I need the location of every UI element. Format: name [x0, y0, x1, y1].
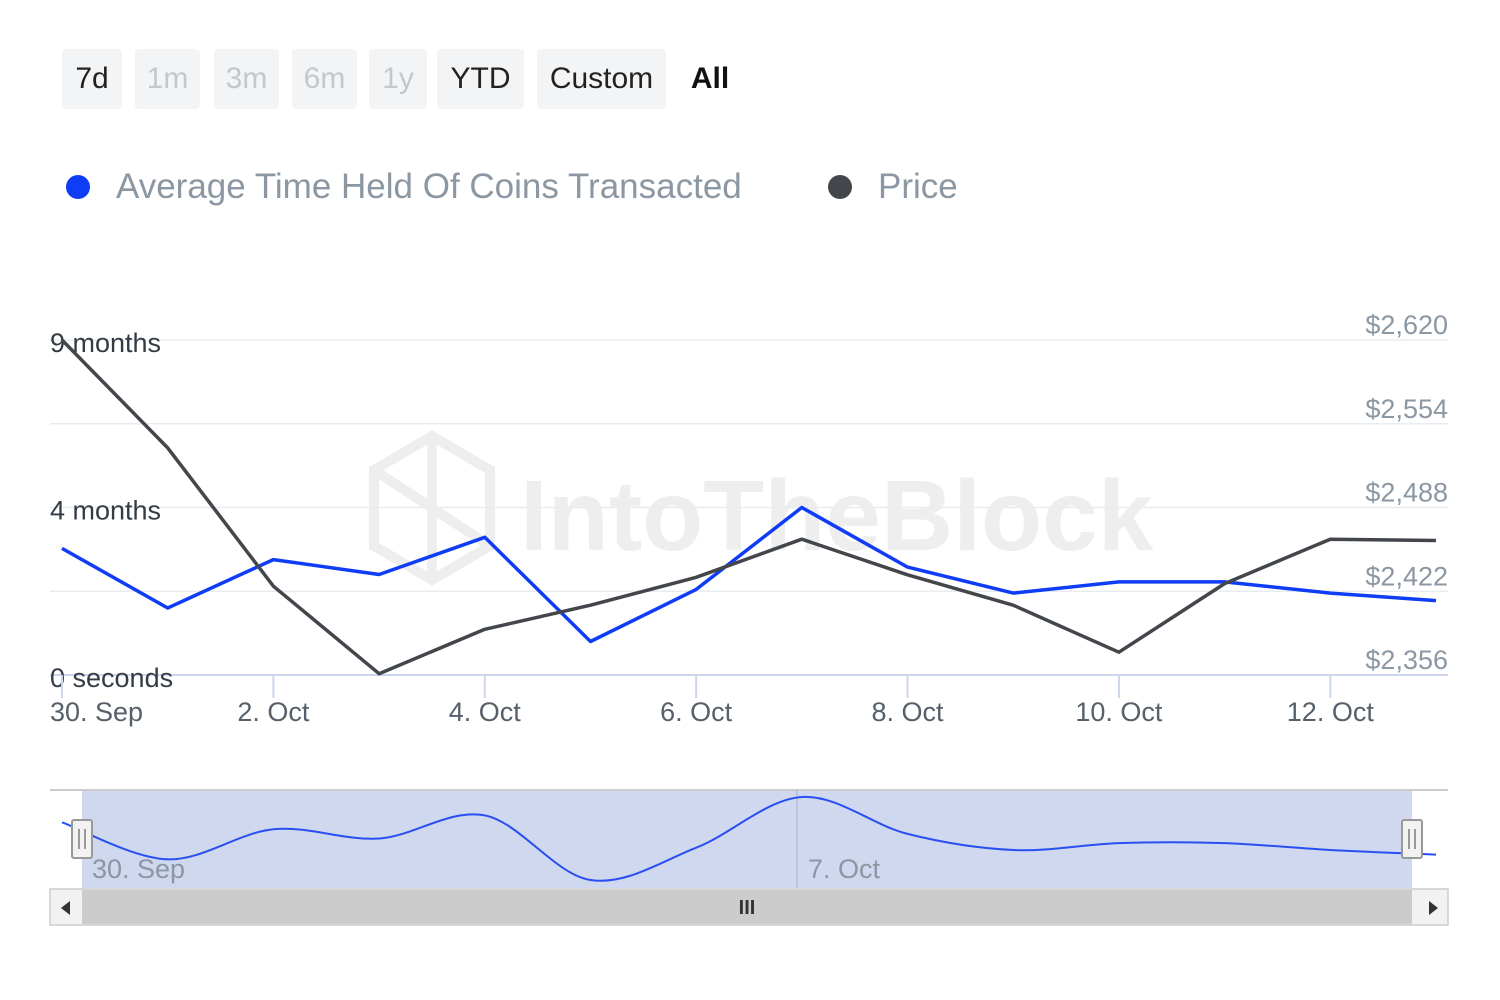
- range-button-ytd[interactable]: YTD: [437, 49, 524, 109]
- range-button-custom[interactable]: Custom: [537, 49, 666, 109]
- x-tick-label: 6. Oct: [660, 697, 733, 727]
- navigator-selection-mask: [82, 790, 1412, 888]
- legend-label: Price: [878, 167, 958, 206]
- y-left-tick-label: 4 months: [50, 496, 161, 526]
- watermark-text: IntoTheBlock: [520, 460, 1154, 572]
- y-right-tick-label: $2,422: [1365, 561, 1448, 591]
- range-button-all[interactable]: All: [690, 62, 730, 95]
- y-right-tick-label: $2,554: [1365, 394, 1448, 424]
- legend-marker: [66, 175, 90, 199]
- legend-item-price[interactable]: Price: [828, 162, 958, 212]
- navigator-right-handle[interactable]: [1401, 819, 1423, 859]
- scroll-left-arrow-icon[interactable]: [61, 901, 70, 915]
- range-button-3m[interactable]: 3m: [214, 49, 279, 109]
- scroll-right-arrow-icon[interactable]: [1429, 901, 1438, 915]
- y-right-tick-label: $2,488: [1365, 478, 1448, 508]
- x-tick-label: 4. Oct: [449, 697, 522, 727]
- legend-marker: [828, 175, 852, 199]
- y-left-tick-label: 9 months: [50, 328, 161, 358]
- watermark: IntoTheBlock: [369, 430, 1154, 586]
- range-button-6m[interactable]: 6m: [292, 49, 357, 109]
- navigator-left-handle[interactable]: [71, 819, 93, 859]
- range-button-7d[interactable]: 7d: [62, 49, 122, 109]
- legend-label: Average Time Held Of Coins Transacted: [116, 167, 742, 206]
- navigator-label: 7. Oct: [808, 854, 881, 884]
- y-right-tick-label: $2,620: [1365, 310, 1448, 340]
- scrollbar-thumb[interactable]: [82, 890, 1412, 924]
- x-tick-label: 8. Oct: [872, 697, 945, 727]
- x-tick-label: 30. Sep: [50, 697, 143, 727]
- x-tick-label: 12. Oct: [1287, 697, 1375, 727]
- y-left-tick-label: 0 seconds: [50, 663, 173, 693]
- y-right-tick-label: $2,356: [1365, 645, 1448, 675]
- range-button-1m[interactable]: 1m: [135, 49, 200, 109]
- series-line-avg-time-held[interactable]: [61, 505, 1437, 644]
- series-line-price[interactable]: [60, 338, 1437, 676]
- legend-item-avg-time-held[interactable]: Average Time Held Of Coins Transacted: [66, 162, 742, 212]
- x-tick-label: 2. Oct: [237, 697, 310, 727]
- range-button-1y[interactable]: 1y: [369, 49, 427, 109]
- x-tick-label: 10. Oct: [1075, 697, 1163, 727]
- navigator-series-line: [61, 795, 1437, 882]
- scrollbar-grip: III: [739, 897, 756, 919]
- navigator-label: 30. Sep: [92, 854, 185, 884]
